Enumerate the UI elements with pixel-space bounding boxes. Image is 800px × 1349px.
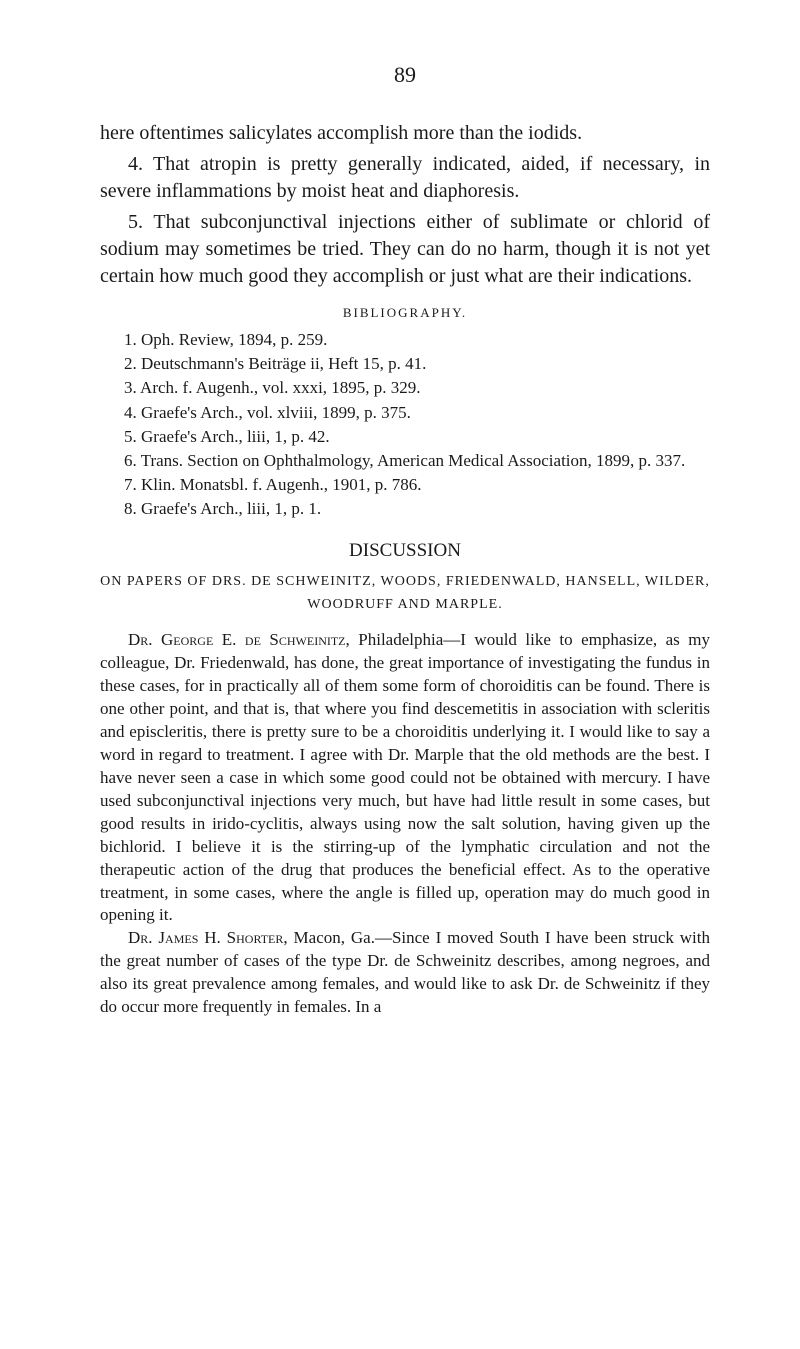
speaker-name-1: Dr. George E. de Schweinitz — [128, 630, 346, 649]
page-number: 89 — [100, 60, 710, 90]
paragraph-1: here oftentimes salicylates accomplish m… — [100, 120, 710, 147]
document-page: 89 here oftentimes salicylates accomplis… — [0, 0, 800, 1069]
bib-item-8: 8. Graefe's Arch., liii, 1, p. 1. — [100, 498, 710, 520]
bib-item-1: 1. Oph. Review, 1894, p. 259. — [100, 329, 710, 351]
discussion-heading: DISCUSSION — [100, 538, 710, 564]
discussion-paragraph-2: Dr. James H. Shorter, Macon, Ga.—Since I… — [100, 927, 710, 1019]
paragraph-2: 4. That atropin is pretty generally indi… — [100, 151, 710, 205]
bib-item-5: 5. Graefe's Arch., liii, 1, p. 42. — [100, 426, 710, 448]
bib-item-4: 4. Graefe's Arch., vol. xlviii, 1899, p.… — [100, 402, 710, 424]
discussion-body-1: , Philadelphia—I would like to emphasize… — [100, 630, 710, 924]
bib-item-3: 3. Arch. f. Augenh., vol. xxxi, 1895, p.… — [100, 377, 710, 399]
discussion-subheading: ON PAPERS OF DRS. DE SCHWEINITZ, WOODS, … — [100, 570, 710, 618]
bibliography-heading: BIBLIOGRAPHY. — [100, 304, 710, 322]
speaker-name-2: Dr. James H. Shorter — [128, 928, 283, 947]
bib-item-7: 7. Klin. Monatsbl. f. Augenh., 1901, p. … — [100, 474, 710, 496]
discussion-paragraph-1: Dr. George E. de Schweinitz, Philadelphi… — [100, 629, 710, 927]
bib-item-2: 2. Deutschmann's Beiträge ii, Heft 15, p… — [100, 353, 710, 375]
paragraph-3: 5. That subconjunctival injections eithe… — [100, 209, 710, 290]
bib-item-6: 6. Trans. Section on Ophthalmology, Amer… — [100, 450, 710, 472]
